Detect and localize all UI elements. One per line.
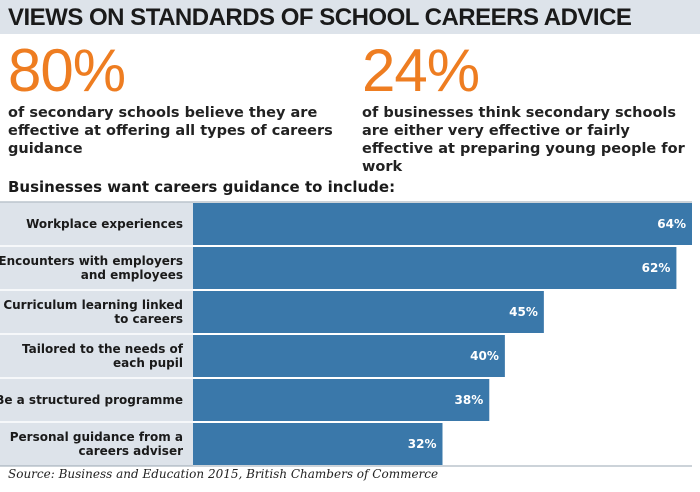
stat-schools: 80% of secondary schools believe they ar… xyxy=(8,37,338,158)
category-label-1-0: Encounters with employers xyxy=(0,254,183,268)
category-label-4-0: Be a structured programme xyxy=(0,393,183,407)
value-label-2: 45% xyxy=(509,305,538,319)
category-label-2-1: to careers xyxy=(114,312,183,326)
value-label-5: 32% xyxy=(408,437,437,451)
category-label-0-0: Workplace experiences xyxy=(26,217,183,231)
bar-5 xyxy=(193,423,443,465)
value-label-1: 62% xyxy=(642,261,671,275)
value-label-3: 40% xyxy=(470,349,499,363)
category-label-2-0: Curriculum learning linked xyxy=(3,298,183,312)
bar-0 xyxy=(193,203,692,245)
category-label-5-0: Personal guidance from a xyxy=(10,430,183,444)
bar-4 xyxy=(193,379,490,421)
bar-3 xyxy=(193,335,505,377)
category-label-3-0: Tailored to the needs of xyxy=(22,342,184,356)
page-title: VIEWS ON STANDARDS OF SCHOOL CAREERS ADV… xyxy=(0,0,700,34)
bar-2 xyxy=(193,291,544,333)
stat-schools-value: 80% xyxy=(8,37,126,104)
stat-schools-text: of secondary schools believe they are ef… xyxy=(8,105,333,157)
value-label-0: 64% xyxy=(657,217,686,231)
category-label-1-1: and employees xyxy=(81,268,183,282)
stat-businesses: 24% of businesses think secondary school… xyxy=(362,37,696,176)
chart-title: Businesses want careers guidance to incl… xyxy=(8,178,396,196)
category-label-5-1: careers adviser xyxy=(79,444,184,458)
bar-1 xyxy=(193,247,677,289)
category-label-3-1: each pupil xyxy=(113,356,183,370)
stat-businesses-text: of businesses think secondary schools ar… xyxy=(362,105,685,175)
value-label-4: 38% xyxy=(455,393,484,407)
source-note: Source: Business and Education 2015, Bri… xyxy=(8,467,439,481)
stat-businesses-value: 24% xyxy=(362,37,480,104)
